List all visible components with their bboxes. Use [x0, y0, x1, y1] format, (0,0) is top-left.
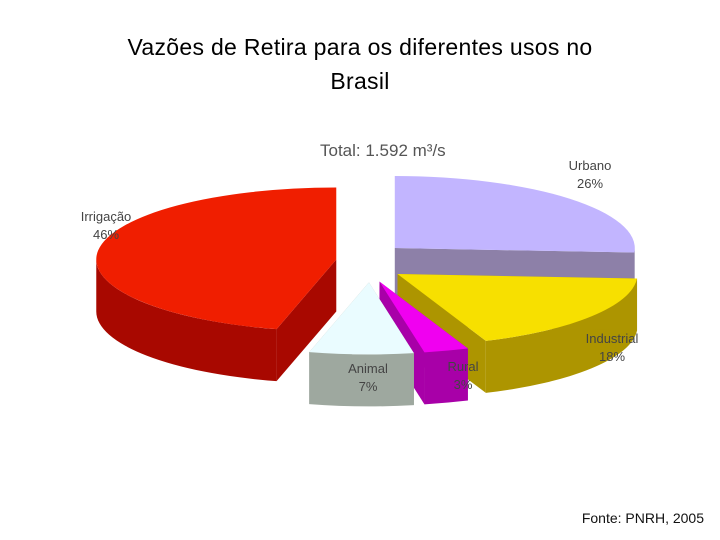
slice-radial-wall [276, 259, 337, 382]
slice-top-face [397, 273, 638, 341]
slide-title: Vazões de Retira para os diferentes usos… [40, 30, 680, 98]
slice-name-label: Animal [348, 361, 388, 376]
pie-slice-industrial [397, 273, 638, 393]
slice-value-label: 26% [577, 176, 603, 191]
slice-name-label: Urbano [569, 158, 612, 173]
slice-value-label: 7% [359, 379, 378, 394]
slide-title-line2: Brasil [330, 68, 390, 94]
slice-side-wall [485, 278, 638, 393]
slice-value-label: 3% [454, 377, 473, 392]
slice-top-face [379, 281, 468, 353]
pie-slice-irrigao [96, 187, 337, 382]
pie-slice-animal [309, 282, 414, 407]
slice-side-wall [96, 259, 277, 382]
source-note: Fonte: PNRH, 2005 [581, 510, 704, 526]
slice-value-label: 46% [93, 227, 119, 242]
slide-title-line1: Vazões de Retira para os diferentes usos… [127, 34, 593, 60]
pie-labels: Urbano 26% Industrial 18% Rural 3% Animal 7% Irr… [81, 158, 639, 394]
slice-name-label: Industrial [586, 331, 639, 346]
slice-name-label: Rural [447, 359, 478, 374]
slice-top-face [394, 176, 635, 253]
slice-name-label: Irrigação [81, 209, 132, 224]
slice-top-face [96, 187, 337, 330]
slice-top-face [309, 282, 414, 355]
pie-slices [96, 176, 638, 407]
slice-value-label: 18% [599, 349, 625, 364]
chart-total-label: Total: 1.592 m³/s [320, 141, 446, 160]
